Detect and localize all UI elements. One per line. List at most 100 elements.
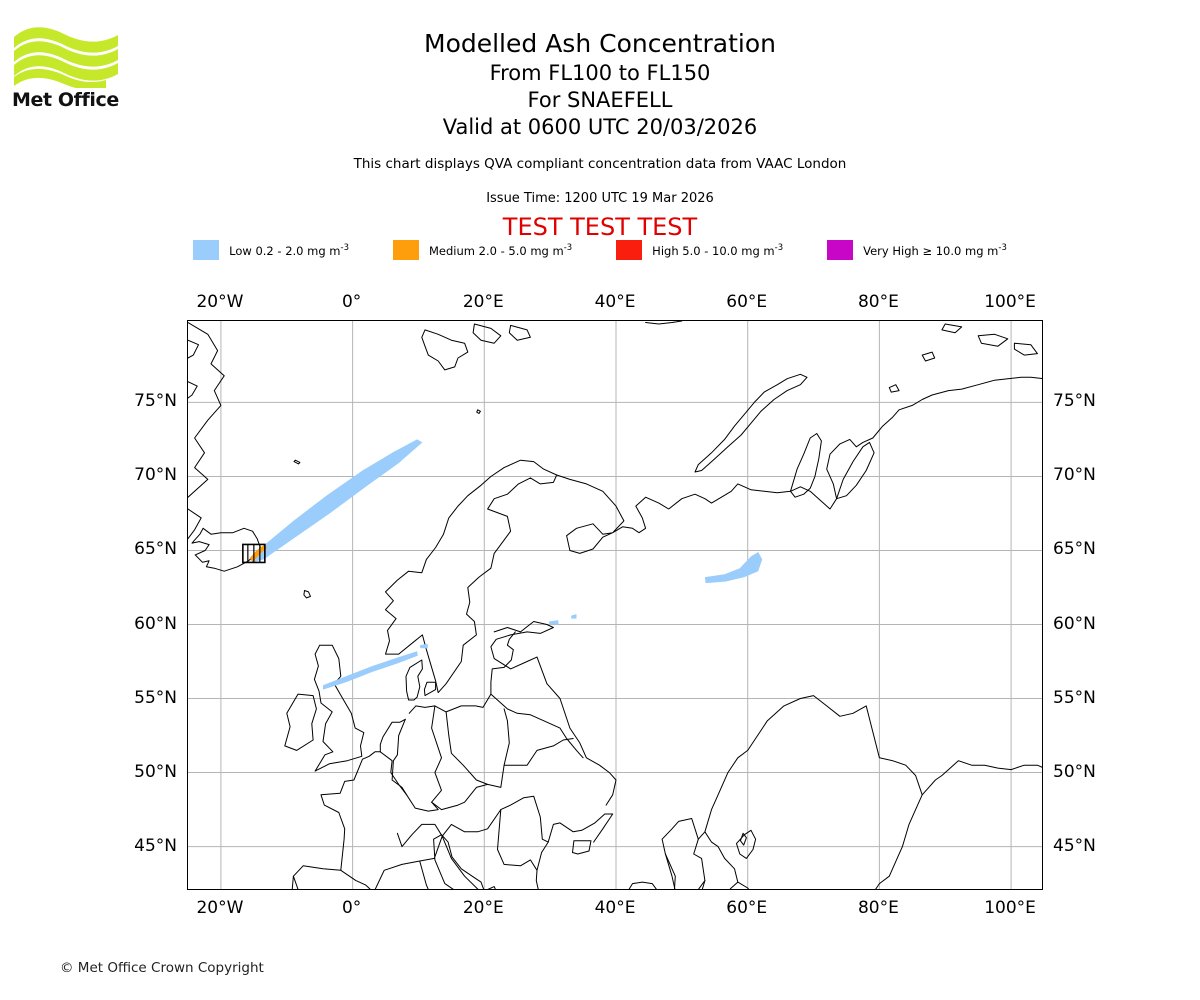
coastline-path	[379, 751, 408, 796]
lat-tick-label-left: 70°N	[134, 465, 177, 486]
coastline-path	[497, 809, 538, 871]
lon-tick-label-bot: 40°E	[594, 898, 636, 918]
legend-item-low: Low 0.2 - 2.0 mg m-3	[193, 240, 349, 260]
lon-tick-label-top: 40°E	[594, 292, 636, 312]
volcano-source-marker	[242, 543, 266, 564]
concentration-legend: Low 0.2 - 2.0 mg m-3 Medium 2.0 - 5.0 mg …	[0, 240, 1200, 260]
coastline-path	[790, 433, 822, 498]
ash-plume-main-plume-iceland-to-norwegian-sea	[251, 439, 423, 563]
map-area: 20°W 20°W 0° 0° 20°E 20°E 40°E 40°E 60°E 60°E 80°E…	[134, 292, 1096, 918]
coastline-path	[292, 875, 299, 889]
coastline-path	[423, 681, 437, 697]
coastline-path	[421, 329, 469, 371]
legend-swatch-low	[193, 240, 220, 260]
coastline-path	[445, 708, 510, 788]
coastline-path	[284, 693, 317, 751]
legend-label-very-high: Very High ≥ 10.0 mg m-3	[863, 242, 1007, 258]
map-gridlines	[188, 321, 1042, 889]
lat-tick-label-left: 45°N	[134, 835, 177, 856]
met-office-wave-mark	[14, 27, 118, 88]
coastline-path	[704, 695, 923, 833]
coastline-path	[385, 459, 558, 694]
map-coastlines	[188, 321, 1042, 889]
coastline-path	[508, 324, 531, 341]
coastline-path	[836, 441, 875, 500]
volcano-name: For SNAEFELL	[527, 88, 673, 112]
coastline-path	[441, 795, 549, 843]
coastline-path	[645, 321, 683, 325]
coastline-path	[535, 813, 614, 889]
coastline-path	[536, 656, 617, 806]
met-office-logo-text: Met Office	[12, 89, 119, 111]
valid-time: Valid at 0600 UTC 20/03/2026	[442, 115, 758, 139]
coastline-path	[191, 527, 261, 572]
coastline-path	[291, 751, 485, 889]
map-plot-frame	[187, 320, 1043, 890]
lon-tick-label-bot: 0°	[341, 898, 362, 918]
coastline-path	[476, 409, 481, 414]
coastline-path	[739, 832, 747, 846]
coastline-path	[391, 718, 439, 812]
lon-tick-label-top: 20°W	[196, 292, 244, 312]
lon-tick-label-bot: 100°E	[984, 898, 1036, 918]
legend-swatch-medium	[392, 240, 419, 260]
lat-tick-label-left: 75°N	[134, 391, 177, 412]
legend-swatch-very-high	[827, 240, 854, 260]
issue-time: Issue Time: 1200 UTC 19 Mar 2026	[486, 191, 714, 206]
legend-item-very-high: Very High ≥ 10.0 mg m-3	[827, 240, 1007, 260]
lat-tick-label-right: 45°N	[1053, 835, 1096, 856]
map-canvas	[188, 321, 1042, 889]
met-office-logo: Met Office	[12, 24, 122, 114]
lon-tick-label-top: 20°E	[462, 292, 504, 312]
coastline-path	[697, 831, 739, 889]
coastline-path	[921, 351, 936, 362]
coastline-path	[572, 840, 592, 855]
coastline-path	[472, 323, 502, 344]
lon-tick-label-bot: 20°E	[462, 898, 504, 918]
lat-tick-label-left: 55°N	[134, 687, 177, 708]
ash-plume-tiny-patch-kattegat	[419, 643, 428, 649]
coastline-path	[490, 693, 584, 759]
legend-swatch-high	[616, 240, 643, 260]
coastline-path	[379, 718, 406, 753]
ash-plume-secondary-plume-urals	[704, 552, 763, 584]
ash-plume-layer	[249, 439, 763, 690]
coastline-path	[303, 590, 311, 599]
lat-tick-label-right: 50°N	[1053, 761, 1096, 782]
coastline-path	[1013, 342, 1038, 356]
lon-tick-label-top: 80°E	[857, 292, 899, 312]
coastline-path	[431, 705, 489, 811]
copyright-notice: © Met Office Crown Copyright	[60, 960, 264, 976]
coastline-path	[188, 508, 202, 540]
page-title: Modelled Ash Concentration	[424, 29, 776, 58]
coastline-path	[941, 323, 963, 334]
coastline-path	[490, 621, 554, 670]
lat-tick-label-right: 55°N	[1053, 687, 1096, 708]
coastline-path	[503, 738, 574, 766]
test-banner: TEST TEST TEST	[502, 213, 698, 241]
legend-item-medium: Medium 2.0 - 5.0 mg m-3	[392, 240, 573, 260]
lat-tick-label-right: 70°N	[1053, 465, 1096, 486]
coastline-path	[977, 333, 1009, 347]
lat-tick-label-right: 75°N	[1053, 391, 1096, 412]
lat-tick-label-left: 50°N	[134, 761, 177, 782]
coastline-path	[664, 853, 706, 889]
legend-label-low: Low 0.2 - 2.0 mg m-3	[229, 242, 349, 258]
coastline-path	[188, 339, 199, 359]
lon-tick-label-top: 60°E	[726, 292, 768, 312]
legend-item-high: High 5.0 - 10.0 mg m-3	[616, 240, 783, 260]
lon-tick-label-bot: 60°E	[726, 898, 768, 918]
coastline-path	[736, 829, 757, 859]
ash-plume-tiny-patch-ladoga	[571, 614, 577, 619]
lat-tick-label-left: 60°N	[134, 613, 177, 634]
coastline-path	[313, 644, 365, 772]
coastline-path	[888, 384, 900, 393]
lat-tick-label-right: 60°N	[1053, 613, 1096, 634]
coastline-path	[628, 881, 657, 889]
lat-tick-label-right: 65°N	[1053, 539, 1096, 560]
qva-disclaimer: This chart displays QVA compliant concen…	[353, 156, 847, 172]
coastline-path	[661, 818, 706, 889]
legend-label-medium: Medium 2.0 - 5.0 mg m-3	[428, 242, 573, 258]
coastline-path	[405, 659, 423, 701]
legend-label-high: High 5.0 - 10.0 mg m-3	[652, 242, 784, 258]
